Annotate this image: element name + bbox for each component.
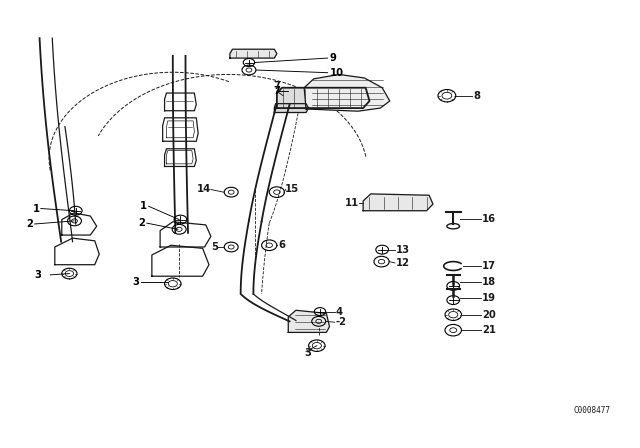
- Text: 6: 6: [279, 240, 286, 250]
- Polygon shape: [288, 310, 330, 332]
- Polygon shape: [277, 88, 369, 108]
- Text: 15: 15: [285, 185, 300, 194]
- Text: 17: 17: [482, 261, 496, 271]
- Text: 3: 3: [132, 277, 139, 288]
- Text: 21: 21: [482, 325, 496, 335]
- Polygon shape: [164, 149, 196, 167]
- Polygon shape: [230, 49, 277, 58]
- Polygon shape: [164, 93, 196, 111]
- Text: 3: 3: [304, 348, 311, 358]
- Polygon shape: [62, 213, 97, 235]
- Polygon shape: [160, 222, 211, 247]
- Text: 5: 5: [211, 242, 218, 252]
- Text: 4: 4: [336, 306, 343, 317]
- Polygon shape: [304, 74, 390, 111]
- Polygon shape: [55, 238, 99, 265]
- Text: 2: 2: [139, 218, 145, 228]
- Text: 16: 16: [482, 214, 496, 224]
- Text: 1: 1: [33, 203, 40, 214]
- Polygon shape: [163, 118, 198, 141]
- Text: 14: 14: [196, 185, 211, 194]
- Text: 7: 7: [273, 86, 280, 96]
- Text: 1: 1: [140, 201, 147, 211]
- Text: 9: 9: [330, 53, 337, 63]
- Text: 2: 2: [26, 219, 33, 229]
- Text: 7: 7: [273, 81, 280, 91]
- Text: 20: 20: [482, 310, 495, 320]
- Text: 19: 19: [482, 293, 496, 303]
- Text: 13: 13: [396, 245, 410, 254]
- Polygon shape: [275, 103, 308, 112]
- Text: 12: 12: [396, 258, 410, 268]
- Text: 18: 18: [482, 276, 496, 287]
- Polygon shape: [363, 194, 433, 211]
- Polygon shape: [152, 245, 209, 276]
- Text: 8: 8: [474, 90, 481, 101]
- Text: -2: -2: [336, 317, 347, 327]
- Text: 10: 10: [330, 68, 344, 78]
- Text: 3: 3: [34, 270, 41, 280]
- Text: 11: 11: [345, 198, 359, 208]
- Text: C0008477: C0008477: [573, 406, 611, 415]
